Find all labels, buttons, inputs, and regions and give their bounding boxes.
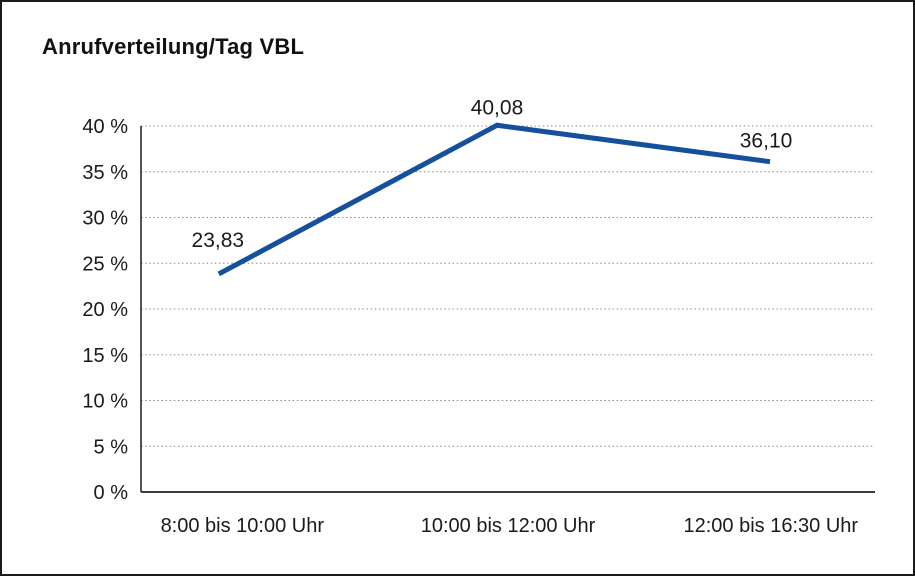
data-line [217,122,771,277]
x-axis-category-label: 8:00 bis 10:00 Uhr [161,515,325,537]
y-axis-tick-label: 10 % [82,391,128,413]
y-axis-tick-label: 15 % [82,345,128,367]
chart-title: Anrufverteilung/Tag VBL [42,34,305,59]
data-point-label: 36,10 [740,130,793,153]
y-axis-tick-label: 20 % [82,299,128,321]
data-point-label: 23,83 [192,229,245,252]
y-axis-tick-label: 40 % [82,116,128,138]
y-axis-tick-label: 5 % [94,436,129,458]
data-point-label: 40,08 [471,96,524,119]
x-axis-category-label: 12:00 bis 16:30 Uhr [683,515,858,537]
y-axis-tick-label: 25 % [82,253,128,275]
y-axis-tick-label: 35 % [82,162,128,184]
y-axis-tick-label: 0 % [94,482,129,504]
y-axis-tick-label: 30 % [82,208,128,230]
x-axis-category-label: 10:00 bis 12:00 Uhr [421,515,596,537]
